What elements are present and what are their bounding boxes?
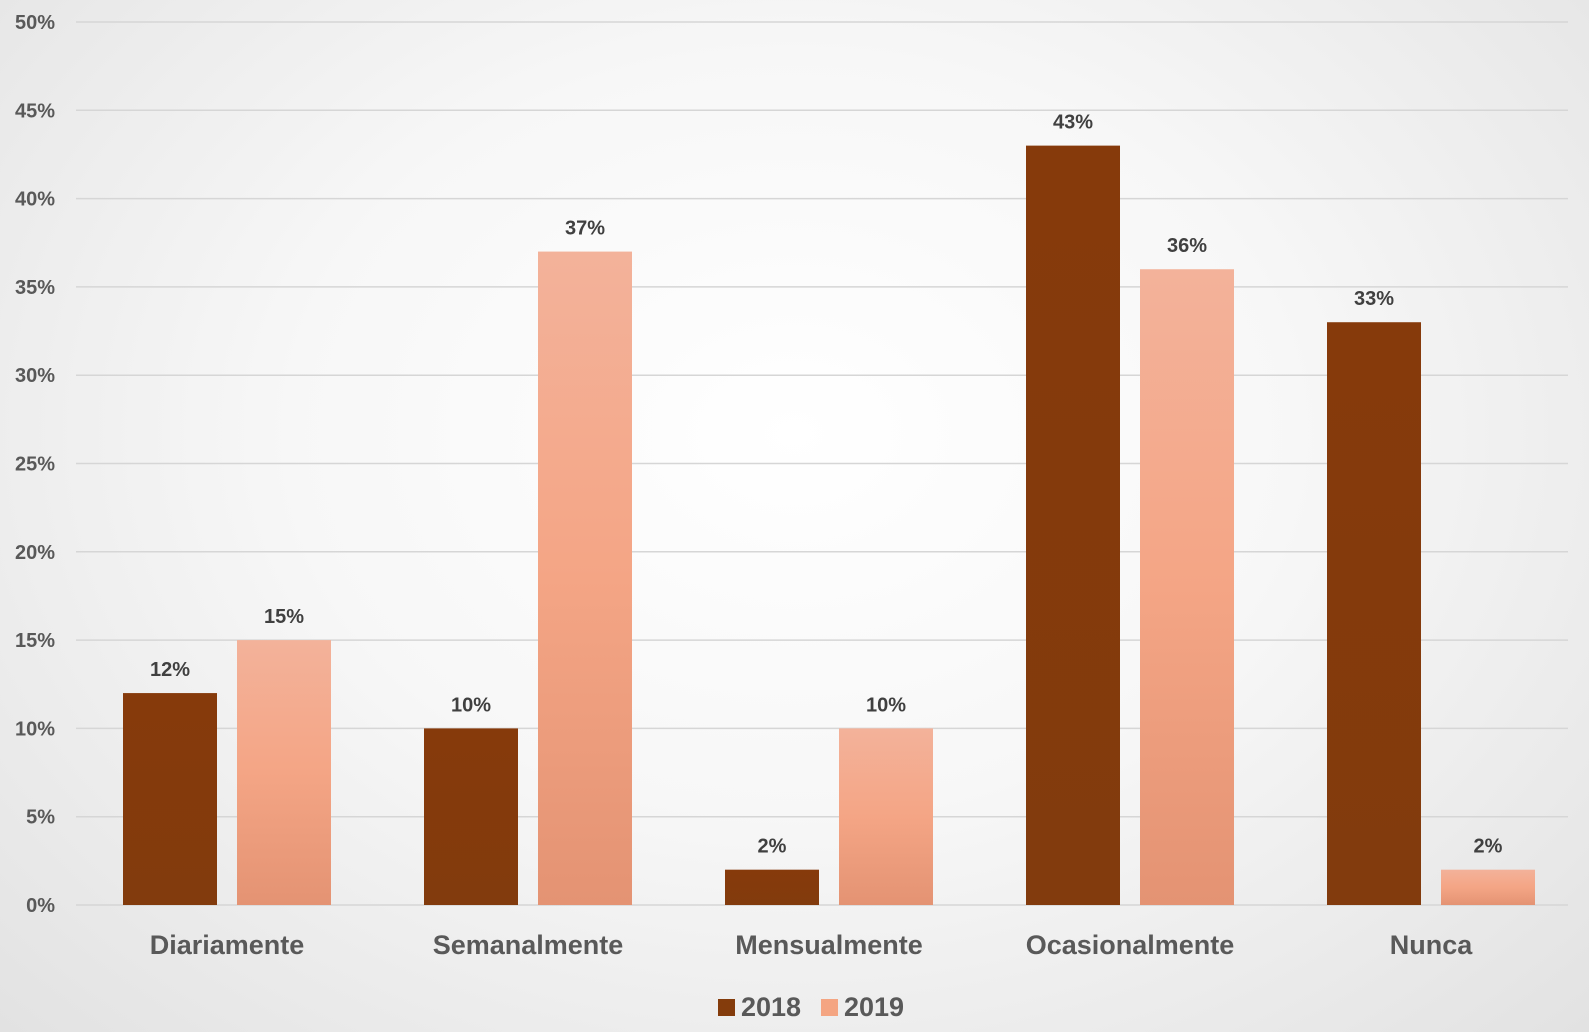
data-label: 37% bbox=[565, 218, 605, 240]
x-axis-categories: Diariamente Semanalmente Mensualmente Ocasi… bbox=[150, 930, 1474, 960]
data-label: 33% bbox=[1354, 288, 1394, 310]
y-tick-label: 15% bbox=[15, 630, 55, 652]
category-label: Nunca bbox=[1390, 930, 1474, 960]
data-label: 43% bbox=[1053, 112, 1093, 134]
data-label: 12% bbox=[150, 659, 190, 681]
bar-2018-ocasionalmente bbox=[1026, 145, 1120, 905]
y-tick-label: 5% bbox=[26, 807, 55, 829]
y-tick-label: 30% bbox=[15, 365, 55, 387]
data-label: 36% bbox=[1167, 235, 1207, 257]
y-tick-label: 35% bbox=[15, 277, 55, 299]
bar-2019-mensualmente bbox=[839, 728, 933, 905]
legend-label-2019: 2019 bbox=[844, 992, 904, 1022]
legend-label-2018: 2018 bbox=[741, 992, 801, 1022]
y-tick-label: 25% bbox=[15, 454, 55, 476]
data-label: 2% bbox=[758, 836, 787, 858]
y-tick-label: 45% bbox=[15, 100, 55, 122]
data-label: 10% bbox=[866, 694, 906, 716]
bars bbox=[123, 145, 1535, 906]
bar-2018-semanalmente bbox=[424, 728, 518, 905]
bar-2019-ocasionalmente bbox=[1140, 269, 1234, 905]
category-label: Mensualmente bbox=[735, 930, 923, 960]
data-label: 10% bbox=[451, 694, 491, 716]
legend-swatch-2019 bbox=[821, 999, 838, 1016]
y-tick-label: 10% bbox=[15, 718, 55, 740]
legend: 2018 2019 bbox=[718, 992, 904, 1022]
bar-2018-mensualmente bbox=[725, 869, 819, 905]
category-label: Semanalmente bbox=[433, 930, 624, 960]
bar-2018-nunca bbox=[1327, 322, 1421, 906]
category-label: Diariamente bbox=[150, 930, 305, 960]
y-tick-label: 50% bbox=[15, 12, 55, 34]
bar-2019-diariamente bbox=[237, 640, 331, 905]
data-label: 2% bbox=[1474, 836, 1503, 858]
data-labels: 12% 10% 2% 43% 33% 15% 37% 10% 36% 2% bbox=[150, 112, 1503, 858]
y-tick-label: 20% bbox=[15, 542, 55, 564]
y-tick-label: 40% bbox=[15, 189, 55, 211]
y-axis-ticks: 0% 5% 10% 15% 20% 25% 30% 35% 40% 45% 50% bbox=[15, 12, 55, 917]
bar-2019-nunca bbox=[1441, 869, 1535, 905]
category-label: Ocasionalmente bbox=[1026, 930, 1235, 960]
y-tick-label: 0% bbox=[26, 895, 55, 917]
legend-swatch-2018 bbox=[718, 999, 735, 1016]
bar-2019-semanalmente bbox=[538, 251, 632, 905]
data-label: 15% bbox=[264, 606, 304, 628]
bar-2018-diariamente bbox=[123, 693, 217, 905]
